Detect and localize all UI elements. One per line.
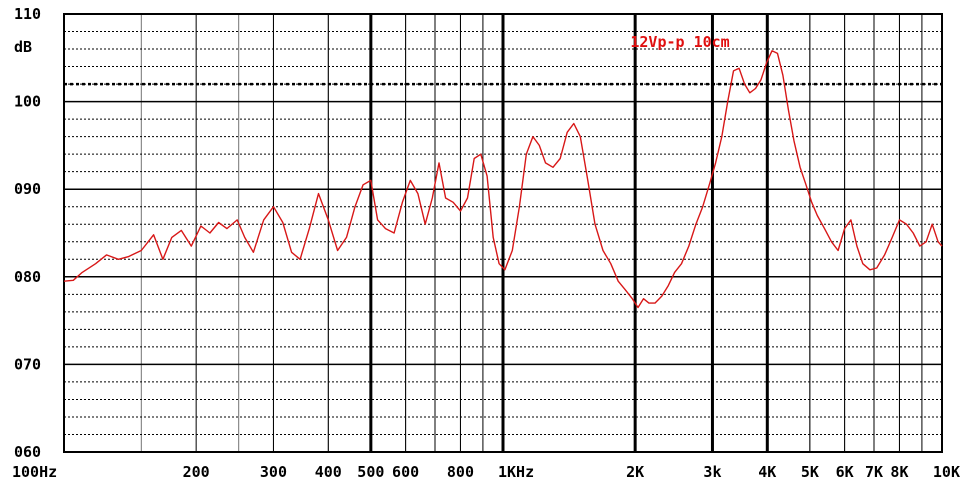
y-axis-ticks: 110 100 090 080 070 060 (14, 5, 41, 461)
x-tick-label: 300 (260, 463, 287, 481)
y-tick-label: 060 (14, 443, 41, 461)
plot-frame (63, 13, 943, 453)
x-tick-label: 400 (315, 463, 342, 481)
x-tick-label: 500 (357, 463, 384, 481)
x-tick-label: 2K (626, 463, 644, 481)
x-tick-label: 1KHz (498, 463, 534, 481)
major-gridlines (63, 13, 943, 453)
x-tick-label: 200 (183, 463, 210, 481)
x-tick-label: 4K (758, 463, 776, 481)
y-tick-label: 070 (14, 355, 41, 373)
x-tick-label: 3k (703, 463, 721, 481)
x-axis-ticks: 100Hz 200 300 400 500 600 800 1KHz 2K 3k 4K 5K 6K 7K 8… (12, 463, 960, 481)
x-tick-label: 10K (933, 463, 960, 481)
y-tick-label: 080 (14, 268, 41, 286)
y-tick-label: 090 (14, 180, 41, 198)
x-tick-label: 800 (447, 463, 474, 481)
response-curve (63, 50, 943, 309)
x-tick-label: 8K (890, 463, 908, 481)
minor-gridlines (63, 14, 942, 452)
x-tick-label: 100Hz (12, 463, 57, 481)
measurement-condition-annotation: 12Vp-p 10cm (630, 33, 729, 51)
y-tick-label: 110 (14, 5, 41, 23)
x-tick-label: 600 (392, 463, 419, 481)
x-tick-label: 5K (801, 463, 819, 481)
x-tick-label: 7K (865, 463, 883, 481)
x-tick-label: 6K (836, 463, 854, 481)
y-axis-label: dB (14, 38, 32, 56)
series-layer (63, 50, 943, 309)
y-tick-label: 100 (14, 93, 41, 111)
